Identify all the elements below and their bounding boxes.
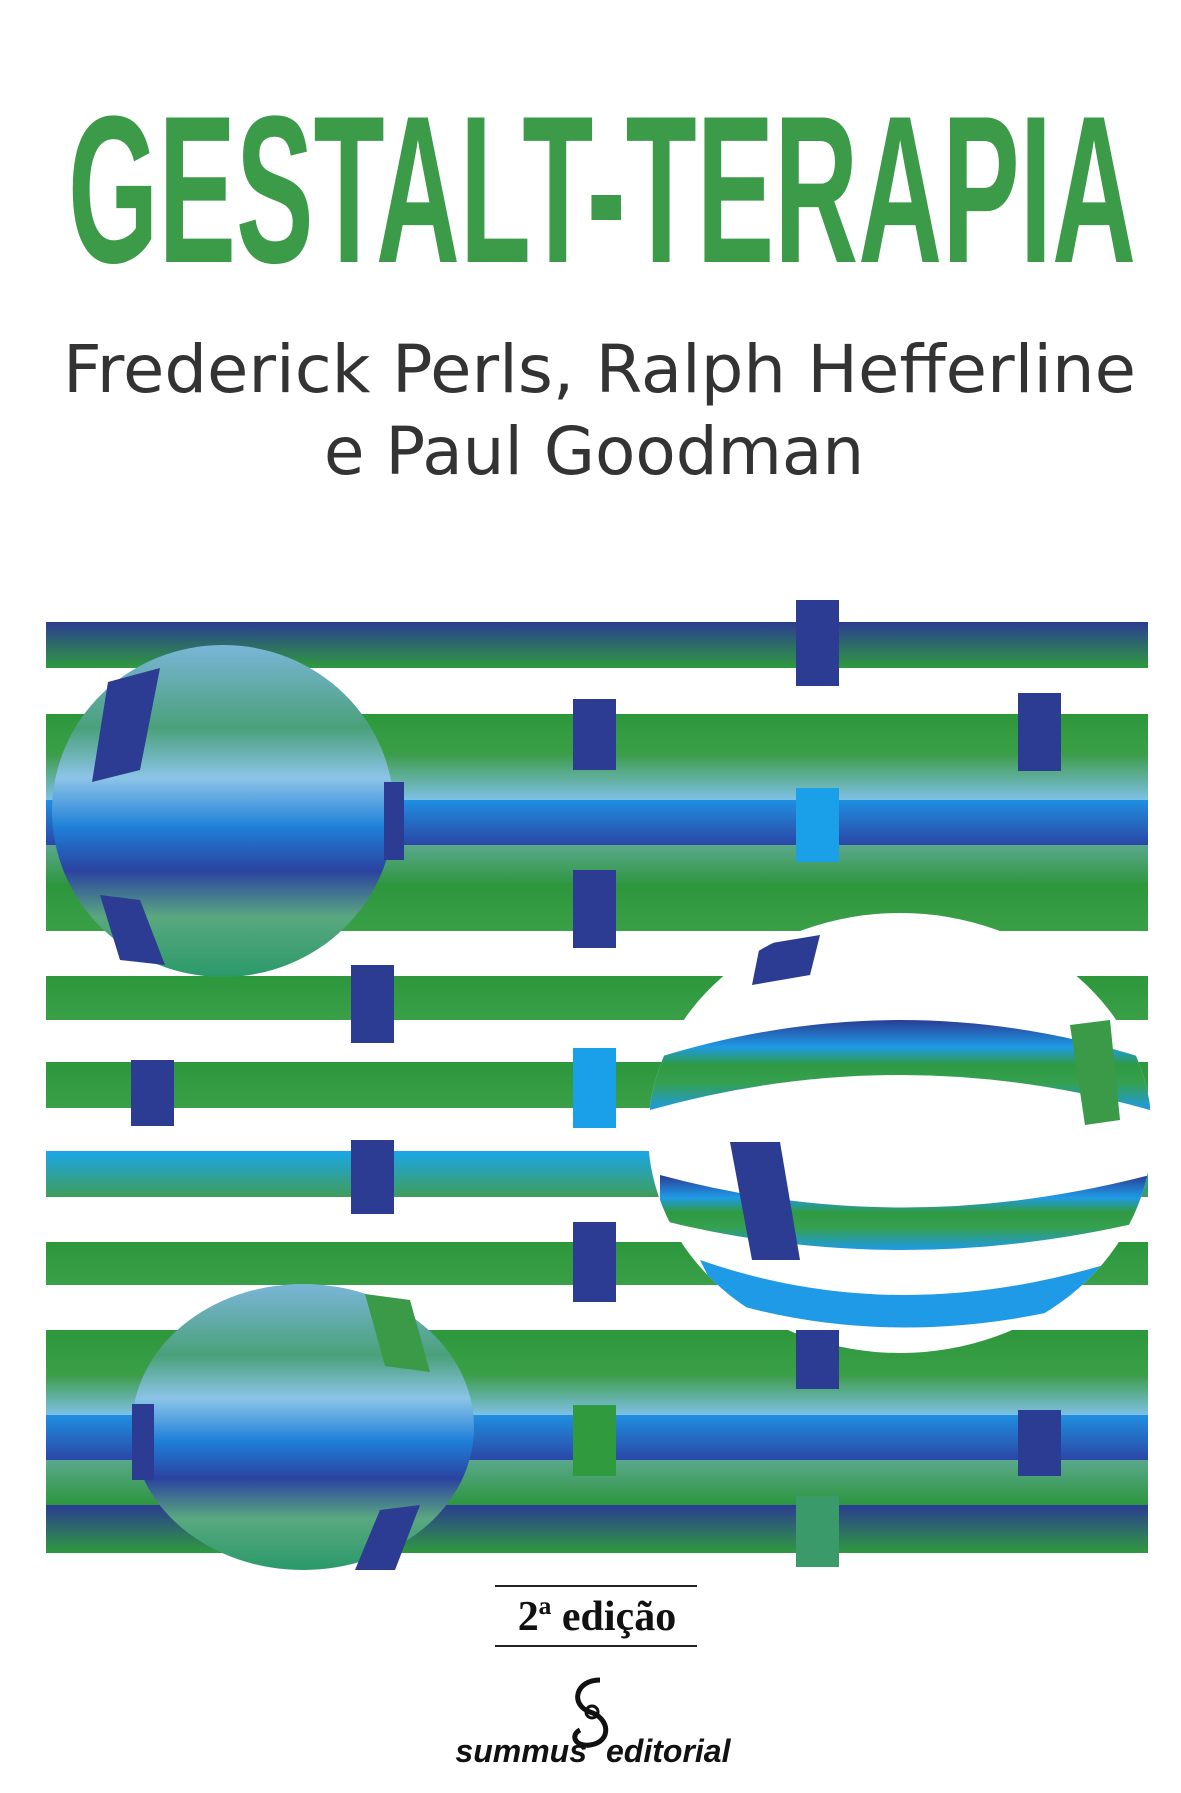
publisher-imprint: editorial — [606, 1733, 732, 1769]
publisher-name: summus — [455, 1733, 587, 1769]
authors-line: e Paul Goodman — [324, 413, 864, 490]
title: GESTALT-TERAPIA — [68, 72, 1136, 307]
edition: 2ª edição — [518, 1594, 676, 1640]
artwork — [46, 600, 1152, 1570]
publisher-logo — [584, 1704, 600, 1720]
authors-line: Frederick Perls, Ralph Hefferline — [63, 331, 1136, 408]
publisher-logo — [572, 1677, 609, 1748]
